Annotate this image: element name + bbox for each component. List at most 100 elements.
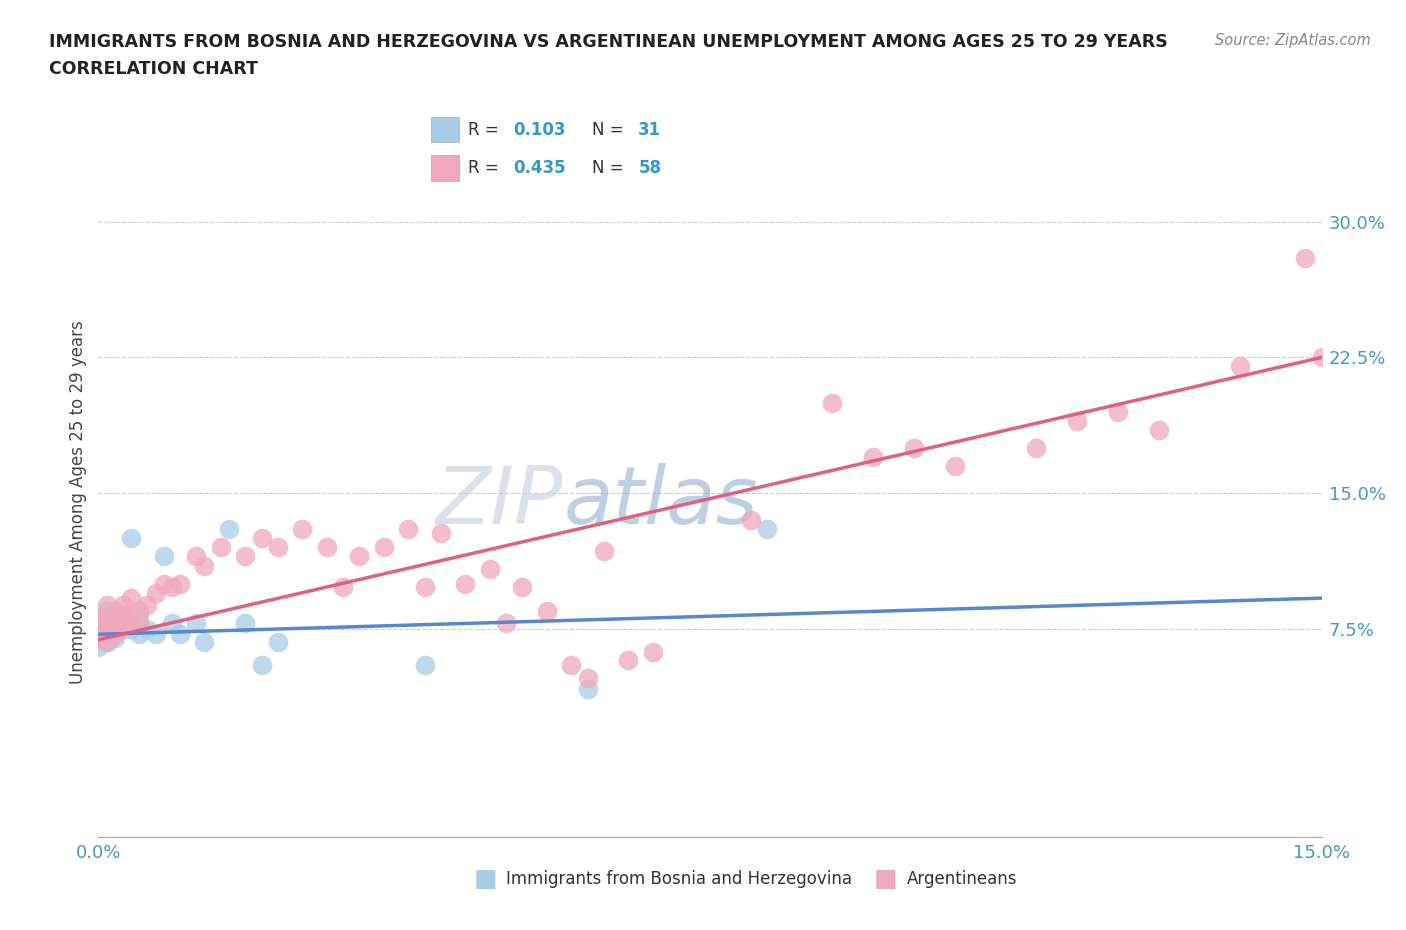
Point — [96, 612, 118, 627]
Text: R =: R = — [468, 159, 505, 177]
Point — [267, 540, 290, 555]
Point — [291, 522, 314, 537]
Point — [96, 621, 118, 636]
Text: atlas: atlas — [564, 463, 758, 541]
Point — [454, 577, 477, 591]
Point — [349, 549, 371, 564]
Text: 0.435: 0.435 — [513, 159, 565, 177]
Point — [87, 631, 110, 645]
Point — [209, 540, 232, 555]
Point — [128, 627, 150, 642]
Point — [413, 658, 436, 672]
Point — [111, 616, 134, 631]
Point — [430, 525, 453, 540]
Text: ZIP: ZIP — [436, 463, 564, 541]
Text: 31: 31 — [638, 121, 661, 139]
Text: CORRELATION CHART: CORRELATION CHART — [49, 60, 259, 78]
Text: R =: R = — [468, 121, 505, 139]
Point — [233, 549, 256, 564]
Point — [641, 645, 664, 660]
Point — [315, 540, 337, 555]
Point — [87, 640, 110, 655]
Point — [87, 609, 110, 624]
Point — [128, 609, 150, 624]
FancyBboxPatch shape — [432, 155, 458, 180]
Point — [218, 522, 240, 537]
Point — [169, 627, 191, 642]
Point — [250, 658, 273, 672]
Point — [87, 621, 110, 636]
Point — [96, 604, 118, 618]
Point — [104, 621, 127, 636]
Point — [104, 604, 127, 618]
Point — [193, 634, 215, 649]
Point — [120, 609, 142, 624]
Point — [756, 522, 779, 537]
Point — [111, 612, 134, 627]
Point — [186, 616, 208, 631]
Point — [120, 591, 142, 605]
Point — [1147, 422, 1170, 437]
Point — [136, 621, 159, 636]
Point — [104, 631, 127, 645]
Point — [87, 627, 110, 642]
Point — [104, 609, 127, 624]
Text: N =: N = — [592, 159, 628, 177]
Point — [1229, 359, 1251, 374]
Point — [145, 627, 167, 642]
Point — [943, 458, 966, 473]
Point — [1107, 405, 1129, 419]
Point — [145, 585, 167, 600]
Text: Immigrants from Bosnia and Herzegovina: Immigrants from Bosnia and Herzegovina — [506, 870, 852, 888]
Point — [862, 449, 884, 464]
Point — [128, 604, 150, 618]
Point — [186, 549, 208, 564]
Point — [495, 616, 517, 631]
Point — [267, 634, 290, 649]
Point — [396, 522, 419, 537]
Point — [152, 549, 174, 564]
Text: ■: ■ — [474, 867, 496, 891]
Point — [160, 616, 183, 631]
Point — [1025, 441, 1047, 456]
Point — [152, 577, 174, 591]
Point — [136, 598, 159, 613]
Text: ■: ■ — [875, 867, 897, 891]
Point — [169, 577, 191, 591]
Point — [512, 579, 534, 594]
Point — [617, 652, 640, 667]
Point — [821, 395, 844, 410]
Point — [120, 531, 142, 546]
Point — [96, 634, 118, 649]
Point — [1310, 350, 1333, 365]
Point — [111, 609, 134, 624]
Point — [111, 598, 134, 613]
Point — [250, 531, 273, 546]
Point — [193, 558, 215, 573]
Point — [478, 562, 501, 577]
Point — [96, 621, 118, 636]
Point — [111, 609, 134, 624]
Point — [96, 612, 118, 627]
Point — [104, 616, 127, 631]
Point — [1294, 250, 1316, 265]
Point — [104, 627, 127, 642]
Point — [160, 579, 183, 594]
Text: Source: ZipAtlas.com: Source: ZipAtlas.com — [1215, 33, 1371, 47]
Point — [576, 681, 599, 696]
Text: IMMIGRANTS FROM BOSNIA AND HERZEGOVINA VS ARGENTINEAN UNEMPLOYMENT AMONG AGES 25: IMMIGRANTS FROM BOSNIA AND HERZEGOVINA V… — [49, 33, 1168, 50]
Point — [740, 512, 762, 527]
Point — [128, 616, 150, 631]
Point — [1066, 413, 1088, 428]
Text: N =: N = — [592, 121, 628, 139]
Point — [111, 621, 134, 636]
Point — [413, 579, 436, 594]
Point — [576, 671, 599, 685]
Y-axis label: Unemployment Among Ages 25 to 29 years: Unemployment Among Ages 25 to 29 years — [69, 320, 87, 684]
Point — [560, 658, 582, 672]
Text: Argentineans: Argentineans — [907, 870, 1018, 888]
Point — [120, 621, 142, 636]
Point — [87, 612, 110, 627]
Text: 0.103: 0.103 — [513, 121, 565, 139]
FancyBboxPatch shape — [432, 117, 458, 142]
